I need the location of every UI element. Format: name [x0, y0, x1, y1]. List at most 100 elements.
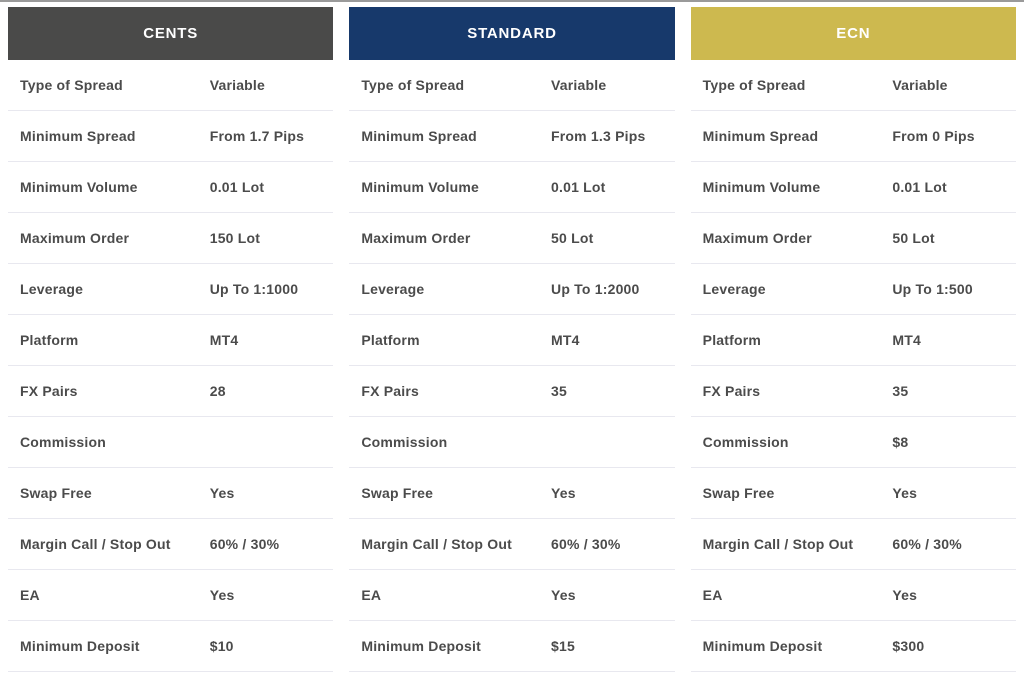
table-row: Swap Free Yes: [8, 468, 334, 519]
row-value: 50 Lot: [551, 230, 594, 246]
row-value: Yes: [551, 485, 576, 501]
row-label: Minimum Deposit: [702, 638, 823, 654]
table-row: Minimum Volume 0.01 Lot: [349, 162, 675, 213]
row-value: Variable: [892, 77, 948, 93]
table-row: Margin Call / Stop Out 60% / 30%: [690, 519, 1016, 570]
table-row: Swap Free Yes: [349, 468, 675, 519]
row-value: Yes: [551, 587, 576, 603]
row-label: Minimum Deposit: [361, 638, 481, 654]
row-value: 35: [551, 383, 568, 399]
row-value: From 1.7 Pips: [209, 128, 305, 144]
row-label: Minimum Volume: [20, 179, 138, 195]
row-value: Up To 1:500: [892, 281, 973, 297]
column-header-standard: STANDARD: [349, 7, 675, 60]
row-label: Swap Free: [702, 485, 775, 501]
row-value: 0.01 Lot: [892, 179, 947, 195]
table-row: Commission $8: [690, 417, 1016, 468]
row-value: 28: [209, 383, 226, 399]
row-label: Commission: [361, 434, 448, 450]
row-label: Minimum Volume: [361, 179, 479, 195]
row-label: Platform: [361, 332, 420, 348]
row-label: Commission: [702, 434, 789, 450]
row-value: Yes: [892, 485, 918, 501]
row-label: Minimum Volume: [702, 179, 821, 195]
row-label: Minimum Spread: [20, 128, 136, 144]
table-row: Margin Call / Stop Out 60% / 30%: [349, 519, 675, 570]
row-label: Minimum Spread: [702, 128, 819, 144]
row-value: Yes: [209, 485, 235, 501]
row-label: Platform: [702, 332, 762, 348]
table-row: Leverage Up To 1:2000: [349, 264, 675, 315]
row-label: FX Pairs: [361, 383, 419, 399]
table-row: Minimum Spread From 0 Pips: [690, 111, 1016, 162]
row-label: Leverage: [361, 281, 425, 297]
account-comparison-table: CENTS Type of Spread Variable Minimum Sprea…: [8, 7, 1016, 672]
table-row: Commission: [349, 417, 675, 468]
row-label: Swap Free: [20, 485, 92, 501]
row-value: From 0 Pips: [892, 128, 975, 144]
row-value: 0.01 Lot: [209, 179, 265, 195]
row-label: Type of Spread: [361, 77, 465, 93]
table-row: EA Yes: [349, 570, 675, 621]
row-value: 35: [892, 383, 909, 399]
table-row: Minimum Deposit $10: [8, 621, 334, 672]
table-row: Minimum Deposit $15: [349, 621, 675, 672]
table-row: Platform MT4: [8, 315, 334, 366]
row-label: Platform: [20, 332, 79, 348]
table-row: Swap Free Yes: [690, 468, 1016, 519]
column-header-cents: CENTS: [8, 7, 334, 60]
table-row: Minimum Volume 0.01 Lot: [690, 162, 1016, 213]
row-value: MT4: [892, 332, 921, 348]
table-row: Leverage Up To 1:1000: [8, 264, 334, 315]
table-row: Type of Spread Variable: [690, 60, 1016, 111]
row-label: EA: [361, 587, 382, 603]
row-label: Maximum Order: [702, 230, 812, 246]
row-value: 50 Lot: [892, 230, 935, 246]
table-row: Commission: [8, 417, 334, 468]
row-label: Minimum Deposit: [20, 638, 140, 654]
row-value: MT4: [209, 332, 239, 348]
row-value: 60% / 30%: [209, 536, 280, 552]
row-label: EA: [20, 587, 40, 603]
row-label: Maximum Order: [20, 230, 130, 246]
column-header-ecn: ECN: [690, 7, 1016, 60]
account-column-standard: STANDARD Type of Spread Variable Minimum Sp…: [349, 7, 675, 672]
row-value: MT4: [551, 332, 580, 348]
row-label: EA: [702, 587, 723, 603]
table-row: Minimum Spread From 1.3 Pips: [349, 111, 675, 162]
row-label: FX Pairs: [20, 383, 78, 399]
table-row: Type of Spread Variable: [8, 60, 334, 111]
row-value: 0.01 Lot: [551, 179, 606, 195]
row-value: $10: [209, 638, 234, 654]
table-row: Type of Spread Variable: [349, 60, 675, 111]
table-row: FX Pairs 28: [8, 366, 334, 417]
row-value: 60% / 30%: [551, 536, 621, 552]
row-value: $300: [892, 638, 925, 654]
table-row: FX Pairs 35: [690, 366, 1016, 417]
row-value: Yes: [209, 587, 235, 603]
table-row: EA Yes: [690, 570, 1016, 621]
row-label: Commission: [20, 434, 107, 450]
row-label: Leverage: [702, 281, 766, 297]
table-row: Maximum Order 50 Lot: [349, 213, 675, 264]
row-value: 150 Lot: [209, 230, 261, 246]
table-row: FX Pairs 35: [349, 366, 675, 417]
row-label: Margin Call / Stop Out: [361, 536, 512, 552]
table-row: Minimum Volume 0.01 Lot: [8, 162, 334, 213]
row-label: Leverage: [20, 281, 84, 297]
row-label: Minimum Spread: [361, 128, 477, 144]
table-row: Platform MT4: [349, 315, 675, 366]
row-value: Variable: [551, 77, 607, 93]
table-row: Minimum Spread From 1.7 Pips: [8, 111, 334, 162]
row-value: Up To 1:1000: [209, 281, 299, 297]
row-label: Margin Call / Stop Out: [20, 536, 171, 552]
table-row: Maximum Order 50 Lot: [690, 213, 1016, 264]
row-label: Maximum Order: [361, 230, 471, 246]
row-label: Margin Call / Stop Out: [702, 536, 854, 552]
row-value: Yes: [892, 587, 918, 603]
table-row: EA Yes: [8, 570, 334, 621]
table-row: Leverage Up To 1:500: [690, 264, 1016, 315]
row-label: FX Pairs: [702, 383, 761, 399]
table-row: Minimum Deposit $300: [690, 621, 1016, 672]
